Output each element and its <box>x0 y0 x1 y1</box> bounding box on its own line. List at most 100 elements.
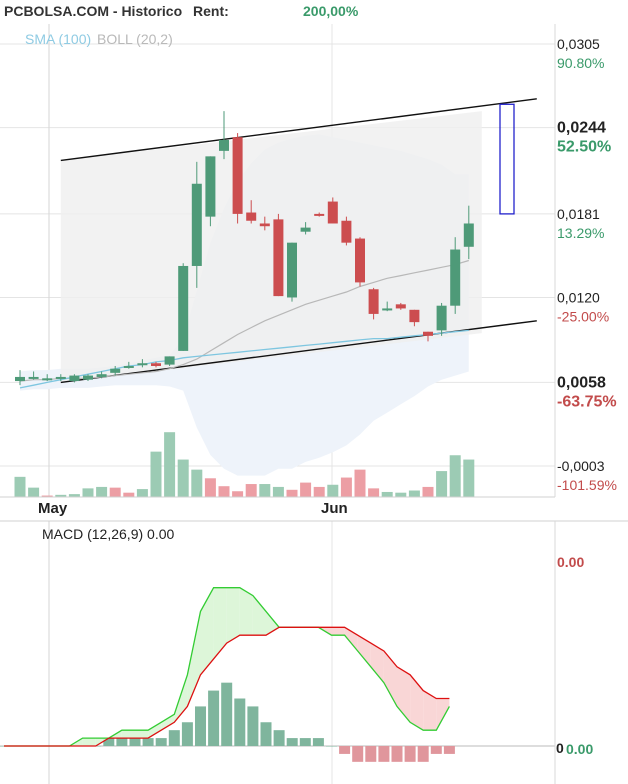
macd-hist-bar <box>417 746 429 762</box>
volume-bar <box>408 490 420 497</box>
macd-hist-bar <box>286 738 298 746</box>
macd-hist-bar <box>103 738 115 746</box>
volume-bar <box>191 469 203 497</box>
macd-title: MACD (12,26,9) 0.00 <box>42 526 174 542</box>
macd-panel <box>0 587 555 762</box>
volume-bar <box>313 486 325 497</box>
macd-hist-bar <box>339 746 351 754</box>
volume-bar <box>436 471 448 497</box>
month-label-jun: Jun <box>321 500 348 517</box>
volume-bar <box>150 451 162 497</box>
macd-hist-bar <box>443 746 455 754</box>
volume-bar <box>422 486 434 497</box>
macd-hist-bar <box>365 746 377 762</box>
macd-current-value: 0.00 <box>566 741 593 757</box>
price-tick-5: -0,0003 <box>557 458 605 474</box>
macd-fill <box>121 730 135 739</box>
candle-body <box>423 331 433 336</box>
macd-axis-zero: 0 <box>556 740 564 756</box>
candle-body <box>232 137 243 214</box>
pct-tick-5: -101.59% <box>557 477 617 493</box>
candle-body <box>83 375 93 380</box>
volume-bars <box>14 432 475 497</box>
channel-upper-line <box>60 98 537 162</box>
candle-body <box>246 212 257 221</box>
legend-boll: BOLL (20,2) <box>97 31 173 47</box>
volume-bar <box>232 491 244 497</box>
candle-body <box>123 365 134 368</box>
price-tick-0: 0,0305 <box>557 36 600 52</box>
candle-body <box>436 305 447 331</box>
channel-fill <box>60 111 482 383</box>
volume-bar <box>218 486 230 497</box>
price-tick-1: 0,0244 <box>557 120 606 137</box>
candle-body <box>368 289 379 314</box>
sma-line <box>19 329 469 389</box>
macd-fill <box>331 627 345 636</box>
candle-body <box>205 156 216 217</box>
volume-bar <box>123 492 135 497</box>
macd-fill <box>410 674 424 731</box>
volume-bar <box>340 477 352 497</box>
candlesticks <box>15 111 474 386</box>
volume-bar <box>463 459 475 497</box>
bollinger-mid-line <box>19 259 469 382</box>
month-axis-band <box>0 497 628 521</box>
candle-body <box>382 308 393 311</box>
pct-tick-1: 52.50% <box>557 139 611 156</box>
macd-hist-bar <box>221 682 233 746</box>
macd-hist-bar <box>260 722 272 746</box>
candle-body <box>191 183 202 266</box>
month-label-may: May <box>38 500 68 517</box>
volume-bar <box>96 486 108 497</box>
pct-tick-4: -63.75% <box>557 393 617 410</box>
pct-tick-2: 13.29% <box>557 225 604 241</box>
macd-hist-bar <box>195 706 206 746</box>
rent-value: 200,00% <box>303 3 359 19</box>
pct-tick-3: -25.00% <box>557 308 609 324</box>
candle-body <box>110 368 121 373</box>
volume-bar <box>109 487 121 497</box>
volume-bar <box>395 492 407 497</box>
trend-channel <box>60 98 537 384</box>
volume-bar <box>41 495 53 497</box>
volume-bar <box>55 494 67 497</box>
signal-line <box>4 626 450 747</box>
projection-rect <box>499 103 515 215</box>
macd-fill <box>187 611 201 707</box>
price-tick-3: 0,0120 <box>557 289 600 305</box>
candle-body <box>463 223 474 247</box>
candle-body <box>164 356 175 365</box>
volume-bar <box>300 482 312 497</box>
candle-body <box>219 139 229 151</box>
candle-body <box>355 238 365 283</box>
candle-body <box>137 363 148 366</box>
macd-hist-bar <box>299 738 311 746</box>
volume-bar <box>14 476 26 497</box>
macd-hist-bar <box>234 698 246 746</box>
macd-fill <box>423 690 437 731</box>
macd-fill <box>200 587 214 675</box>
projection-box <box>499 103 515 215</box>
volume-bar <box>68 494 80 497</box>
macd-fill <box>357 635 371 667</box>
candle-body <box>151 363 161 366</box>
macd-fill <box>397 666 411 723</box>
candle-body <box>341 220 352 243</box>
macd-fill <box>82 738 96 746</box>
price-axis: 0,0305 90.80% 0,0244 52.50% 0,0181 13.29% 0,01… <box>557 36 617 493</box>
candle-body <box>287 242 297 298</box>
volume-bar <box>136 489 148 497</box>
macd-fill <box>344 627 358 651</box>
macd-fill <box>161 714 175 731</box>
volume-bar <box>204 478 216 497</box>
candle-body <box>69 375 80 382</box>
candle-body <box>259 223 270 227</box>
macd-hist-bar <box>312 738 324 746</box>
macd-fill <box>135 730 149 739</box>
candle-body <box>15 376 25 382</box>
candle-body <box>42 378 53 381</box>
volume-bar <box>82 488 94 497</box>
candle-body <box>28 376 39 379</box>
volume-bar <box>354 469 366 497</box>
